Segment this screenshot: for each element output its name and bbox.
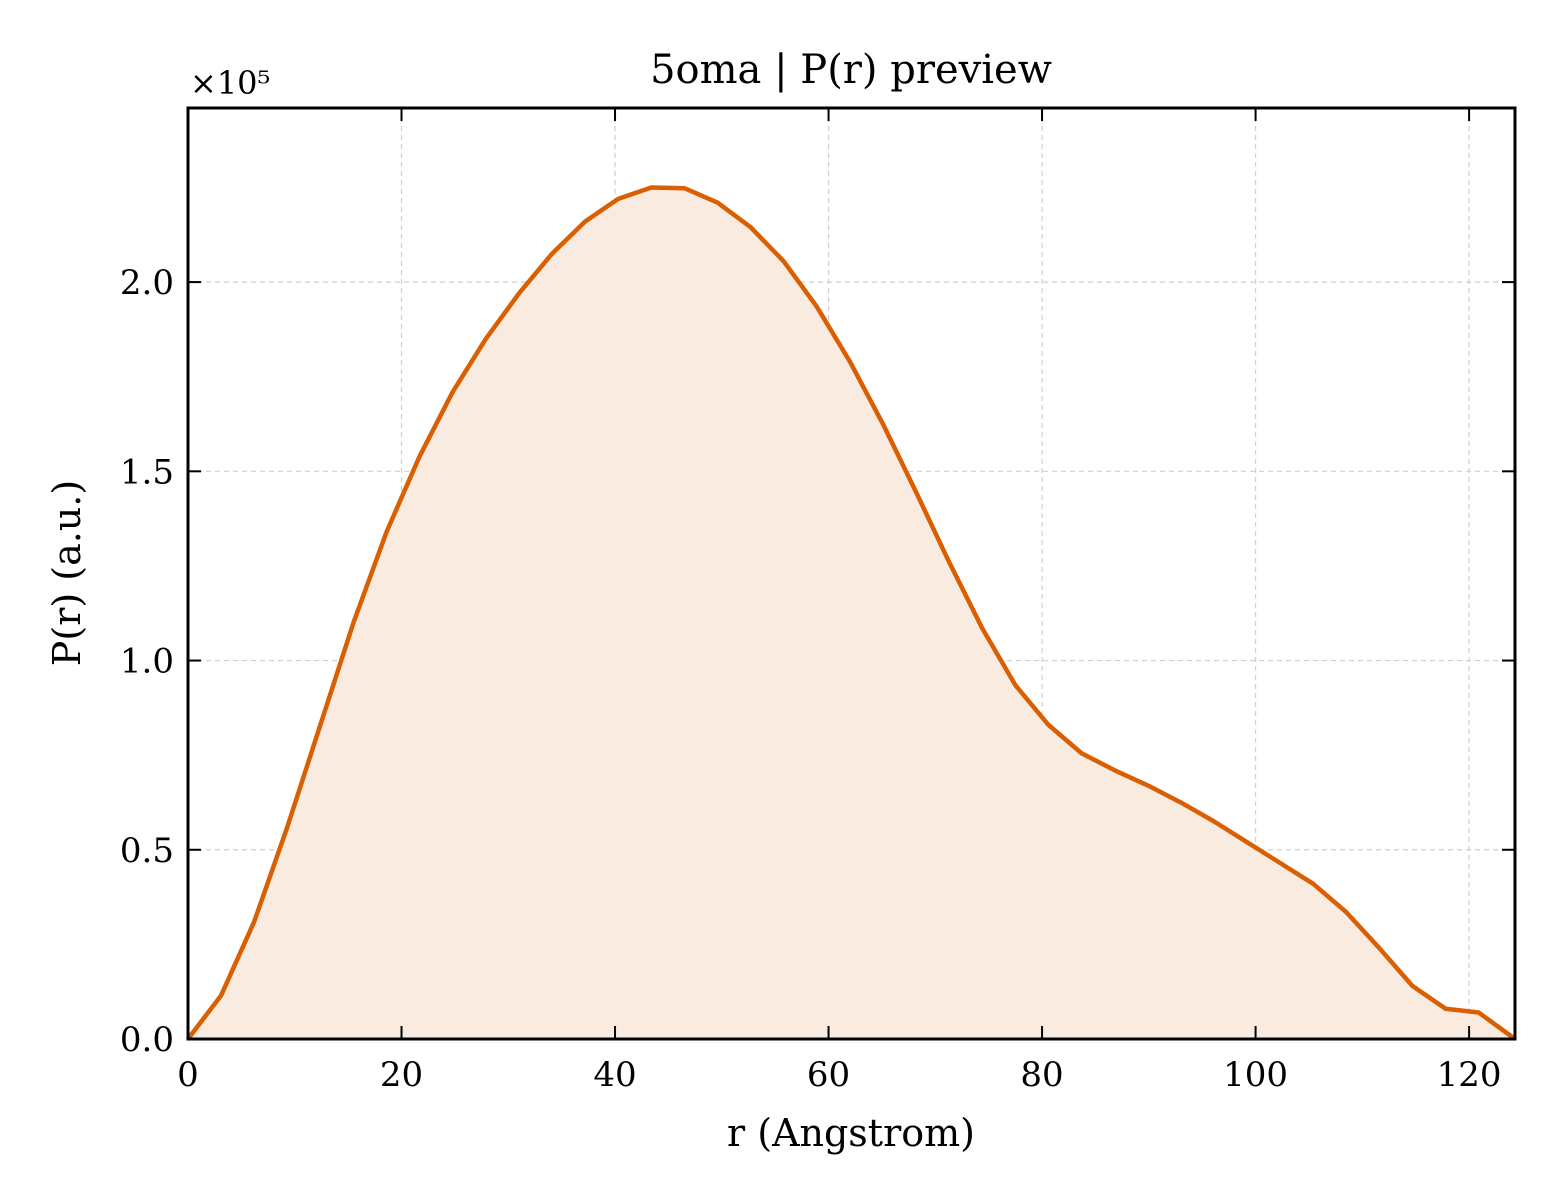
y-tick-label: 1.0 [120,642,174,682]
x-tick-label: 0 [177,1055,199,1095]
x-tick-label: 120 [1437,1055,1502,1095]
y-axis-label: P(r) (a.u.) [45,480,89,666]
x-tick-label: 40 [593,1055,636,1095]
area-fill [188,187,1515,1040]
chart-title: 5oma | P(r) preview [650,47,1052,93]
x-tick-label: 100 [1223,1055,1288,1095]
x-tick-label: 80 [1020,1055,1063,1095]
series-line [186,185,1517,1041]
x-axis-label: r (Angstrom) [727,1111,975,1155]
y-tick-label: 0.5 [120,831,174,871]
plot-frame [186,106,1517,1041]
x-tick-label: 60 [807,1055,850,1095]
y-tick-label: 2.0 [120,263,174,303]
y-tick-label: 0.0 [120,1020,174,1060]
axis-ticks: 0 20 40 60 80 100 120 0.0 0.5 1.0 1.5 2.0 [120,108,1515,1095]
x-tick-label: 20 [380,1055,423,1095]
y-offset-label: ×10⁵ [190,64,270,102]
y-tick-label: 1.5 [120,452,174,492]
